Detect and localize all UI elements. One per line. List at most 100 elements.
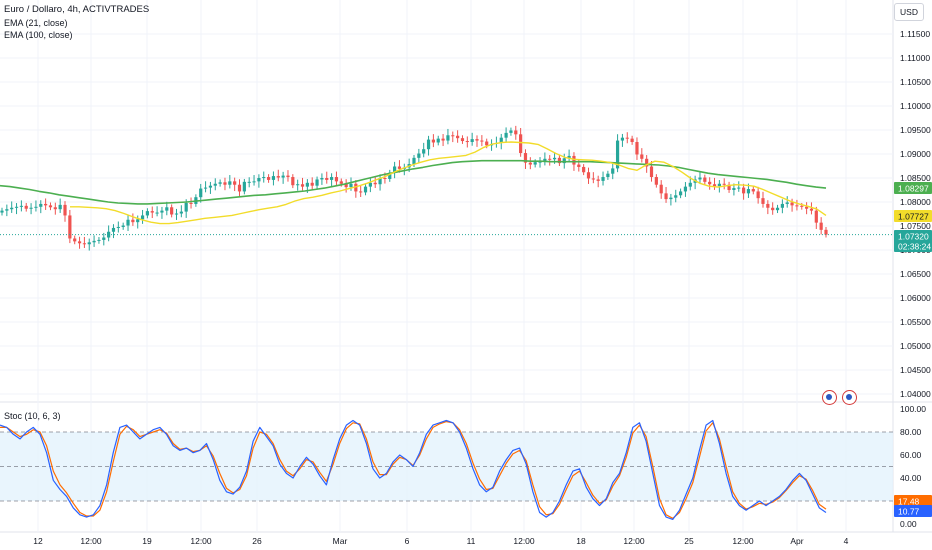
candle-body xyxy=(805,206,809,209)
candle-body xyxy=(131,219,135,223)
ema100-price-tag: 1.08297 xyxy=(898,184,929,194)
price-tick-label: 1.08500 xyxy=(900,173,931,183)
price-tick-label: 1.04500 xyxy=(900,365,931,375)
candle-body xyxy=(717,183,721,187)
candle-body xyxy=(586,172,591,179)
candle-body xyxy=(756,191,760,199)
ema100-legend[interactable]: EMA (100, close) xyxy=(4,30,73,40)
candle-body xyxy=(393,166,397,173)
candle-body xyxy=(669,197,673,200)
stoc-k-tag-bg xyxy=(894,505,932,517)
ema21-legend[interactable]: EMA (21, close) xyxy=(4,18,68,28)
time-tick-label: 12:00 xyxy=(623,536,645,546)
time-tick-label: 6 xyxy=(405,536,410,546)
candle-body xyxy=(29,207,33,209)
candle-body xyxy=(523,153,528,163)
stoc-tick-label: 100.00 xyxy=(900,404,926,414)
candle-body xyxy=(465,141,469,143)
candle-body xyxy=(5,209,9,211)
candle-body xyxy=(538,161,542,163)
ema21-price-tag-bg xyxy=(894,210,932,222)
countdown-tag-bg xyxy=(894,240,932,252)
candle-body xyxy=(790,202,794,206)
us-flag-icon[interactable] xyxy=(842,390,857,405)
candle-body xyxy=(97,239,101,241)
candle-body xyxy=(315,179,319,186)
time-tick-label: 12:00 xyxy=(80,536,102,546)
candle-body xyxy=(223,182,227,185)
candle-body xyxy=(426,139,431,150)
candle-body xyxy=(664,193,668,200)
price-tick-label: 1.10000 xyxy=(900,101,931,111)
candle-body xyxy=(533,162,537,165)
last-price-tag-bg xyxy=(894,230,932,242)
candle-body xyxy=(257,178,261,182)
time-tick-label: 11 xyxy=(467,536,476,546)
ema21-line xyxy=(70,141,827,225)
candle-body xyxy=(165,207,169,211)
time-tick-label: Apr xyxy=(790,536,803,546)
candle-body xyxy=(310,182,314,186)
candle-body xyxy=(296,184,300,186)
candle-body xyxy=(640,154,644,159)
time-tick-label: 12 xyxy=(33,536,43,546)
ema21-price-tag: 1.07727 xyxy=(898,212,929,222)
candle-body xyxy=(548,158,552,160)
candle-body xyxy=(0,210,4,213)
ema100-price-tag-bg xyxy=(894,182,932,194)
price-tick-label: 1.06500 xyxy=(900,269,931,279)
candle-body xyxy=(543,158,547,162)
candle-body xyxy=(615,140,620,169)
candle-body xyxy=(87,242,91,245)
candle-body xyxy=(785,202,789,204)
candle-body xyxy=(136,219,140,223)
stoc-legend[interactable]: Stoc (10, 6, 3) xyxy=(4,411,61,421)
candle-body xyxy=(378,178,382,185)
stoc-d-tag-bg xyxy=(894,495,932,507)
candle-body xyxy=(359,191,363,193)
candle-body xyxy=(572,155,576,165)
candle-body xyxy=(155,212,159,214)
time-tick-label: 25 xyxy=(684,536,694,546)
candle-body xyxy=(213,183,217,186)
stoc-d-tag: 17.48 xyxy=(898,497,920,507)
candle-body xyxy=(150,211,154,213)
candle-body xyxy=(179,211,183,214)
candle-body xyxy=(688,182,692,187)
eu-flag-icon[interactable] xyxy=(822,390,837,405)
candle-body xyxy=(281,175,285,178)
candle-body xyxy=(276,176,280,178)
candle-body xyxy=(596,179,600,181)
candle-body xyxy=(218,182,222,184)
candle-body xyxy=(208,185,213,188)
price-tick-label: 1.04000 xyxy=(900,389,931,399)
candle-body xyxy=(436,138,440,143)
candle-body xyxy=(247,181,251,183)
candle-body xyxy=(703,177,707,182)
stoc-tick-label: 60.00 xyxy=(900,450,922,460)
candle-body xyxy=(252,181,256,183)
candle-body xyxy=(48,205,53,208)
candle-body xyxy=(698,177,702,180)
candle-body xyxy=(577,164,581,167)
candle-body xyxy=(39,203,43,207)
candle-body xyxy=(591,178,595,180)
candle-body xyxy=(363,186,368,193)
time-tick-label: 18 xyxy=(576,536,586,546)
candle-body xyxy=(809,208,814,211)
price-tick-label: 1.07500 xyxy=(900,221,931,231)
currency-button[interactable]: USD xyxy=(894,3,924,21)
candle-body xyxy=(286,175,290,178)
candle-body xyxy=(737,187,741,189)
candle-body xyxy=(446,135,450,141)
candle-body xyxy=(441,138,445,141)
candle-body xyxy=(649,166,654,178)
time-tick-label: 12:00 xyxy=(732,536,754,546)
candle-body xyxy=(383,178,387,179)
candle-body xyxy=(519,134,523,154)
candle-body xyxy=(722,183,726,185)
candle-body xyxy=(460,138,465,142)
candle-body xyxy=(334,177,339,182)
stoc-tick-label: 0.00 xyxy=(900,519,917,529)
